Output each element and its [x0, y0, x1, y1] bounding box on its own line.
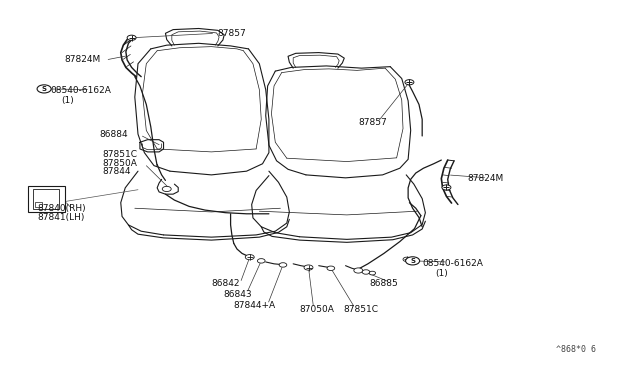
Bar — [28, 186, 65, 212]
Text: 87841(LH): 87841(LH) — [38, 213, 85, 222]
Circle shape — [354, 268, 363, 273]
Text: S: S — [42, 86, 47, 92]
Bar — [35, 202, 42, 207]
Text: 87844: 87844 — [103, 167, 131, 176]
Text: (1): (1) — [435, 269, 448, 278]
Circle shape — [127, 35, 136, 40]
Circle shape — [369, 271, 376, 275]
Bar — [33, 189, 60, 209]
Text: 86842: 86842 — [211, 279, 240, 288]
Text: 08540-6162A: 08540-6162A — [51, 86, 111, 95]
Circle shape — [37, 85, 51, 93]
Circle shape — [327, 266, 335, 270]
Text: ^868*0 6: ^868*0 6 — [556, 344, 596, 353]
Text: 87851C: 87851C — [344, 305, 379, 314]
Text: 08540-6162A: 08540-6162A — [422, 259, 483, 267]
Text: (1): (1) — [61, 96, 74, 105]
Text: 87850A: 87850A — [103, 158, 138, 167]
Text: 86884: 86884 — [100, 130, 128, 140]
Text: 87857: 87857 — [358, 119, 387, 128]
Circle shape — [304, 265, 313, 270]
Text: 87824M: 87824M — [467, 174, 503, 183]
Circle shape — [362, 270, 370, 274]
Text: 87857: 87857 — [218, 29, 246, 38]
Text: 87824M: 87824M — [65, 55, 101, 64]
Circle shape — [442, 185, 451, 190]
Circle shape — [406, 257, 420, 265]
Text: 87050A: 87050A — [299, 305, 334, 314]
Text: 86885: 86885 — [370, 279, 399, 288]
Text: 87840(RH): 87840(RH) — [38, 205, 86, 214]
Text: 86843: 86843 — [223, 290, 252, 299]
Circle shape — [245, 254, 254, 260]
Circle shape — [405, 80, 414, 85]
Text: S: S — [410, 258, 415, 264]
Text: 87844+A: 87844+A — [234, 301, 276, 310]
Circle shape — [279, 263, 287, 267]
Circle shape — [163, 186, 172, 192]
Text: 87851C: 87851C — [103, 150, 138, 159]
Circle shape — [403, 257, 411, 262]
Circle shape — [257, 259, 265, 263]
